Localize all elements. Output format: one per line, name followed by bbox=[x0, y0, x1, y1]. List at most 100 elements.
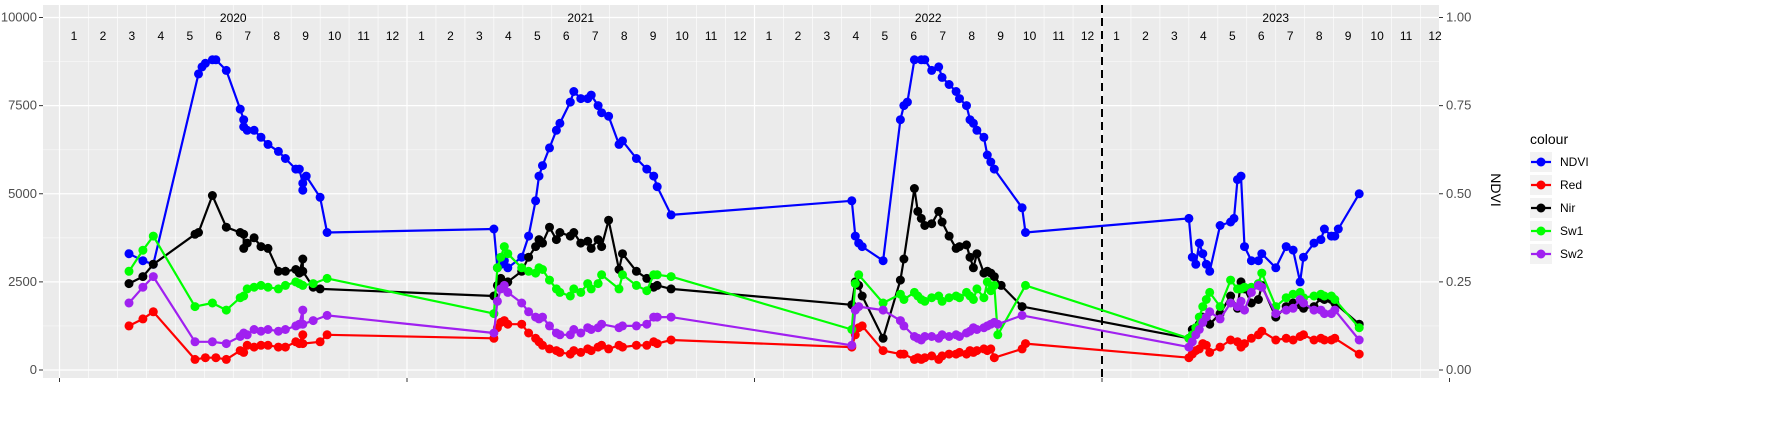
data-point-ndvi bbox=[1198, 249, 1208, 259]
data-point-sw1 bbox=[124, 266, 134, 276]
data-point-nir bbox=[124, 279, 134, 289]
data-point-nir bbox=[586, 243, 596, 253]
data-point-nir bbox=[531, 242, 541, 252]
data-point-sw1 bbox=[239, 291, 249, 301]
data-point-sw2 bbox=[138, 282, 148, 292]
data-point-ndvi bbox=[972, 125, 982, 135]
data-point-sw2 bbox=[1246, 287, 1256, 297]
data-point-ndvi bbox=[1354, 189, 1364, 199]
data-point-red bbox=[124, 321, 134, 331]
data-point-sw1 bbox=[298, 280, 308, 290]
data-point-sw2 bbox=[499, 280, 509, 290]
data-point-sw1 bbox=[899, 295, 909, 304]
data-point-ndvi bbox=[937, 72, 947, 82]
y-tick-label-left: 0 bbox=[30, 362, 37, 377]
data-point-red bbox=[517, 319, 527, 329]
data-point-ndvi bbox=[944, 80, 954, 89]
data-point-sw2 bbox=[576, 328, 586, 338]
data-point-sw1 bbox=[989, 280, 999, 290]
year-labels: 2020 2021 2022 2023 bbox=[220, 11, 1290, 25]
data-point-sw2 bbox=[1319, 309, 1329, 319]
legend-key-point bbox=[1536, 203, 1546, 213]
data-point-red bbox=[256, 340, 266, 350]
month-label: 7 bbox=[939, 29, 946, 43]
data-point-red bbox=[1201, 340, 1211, 350]
data-point-ndvi bbox=[194, 69, 203, 79]
data-point-sw2 bbox=[298, 305, 308, 315]
data-point-sw1 bbox=[499, 242, 509, 252]
data-point-ndvi bbox=[850, 231, 860, 241]
data-point-ndvi bbox=[1187, 252, 1197, 262]
legend-key-point bbox=[1536, 226, 1546, 236]
data-point-sw2 bbox=[538, 312, 547, 322]
month-label: 9 bbox=[997, 29, 1004, 43]
data-point-sw2 bbox=[221, 339, 231, 349]
data-point-sw1 bbox=[1354, 323, 1364, 333]
data-point-sw1 bbox=[190, 302, 200, 312]
data-point-sw2 bbox=[854, 302, 864, 312]
data-point-sw2 bbox=[1205, 307, 1215, 317]
data-point-ndvi bbox=[1201, 259, 1211, 269]
data-point-ndvi bbox=[555, 118, 565, 128]
data-point-nir bbox=[878, 333, 888, 343]
data-point-sw1 bbox=[576, 287, 586, 297]
legend-entry-ndvi: NDVI bbox=[1530, 152, 1589, 172]
data-point-ndvi bbox=[280, 154, 290, 163]
data-point-ndvi bbox=[545, 143, 554, 153]
data-point-ndvi bbox=[124, 249, 134, 259]
month-label: 6 bbox=[1258, 29, 1265, 43]
data-point-sw1 bbox=[666, 272, 676, 282]
data-point-red bbox=[604, 344, 614, 354]
data-point-sw2 bbox=[586, 325, 596, 334]
data-point-sw2 bbox=[652, 312, 662, 322]
data-point-red bbox=[1205, 347, 1215, 357]
legend-label-ndvi: NDVI bbox=[1560, 155, 1589, 169]
data-point-sw1 bbox=[538, 265, 547, 274]
data-point-sw2 bbox=[631, 321, 641, 331]
data-point-ndvi bbox=[666, 210, 676, 220]
data-point-nir bbox=[968, 263, 978, 273]
data-point-ndvi bbox=[902, 97, 912, 107]
data-point-nir bbox=[524, 252, 534, 262]
data-point-red bbox=[857, 321, 867, 331]
month-label: 10 bbox=[328, 29, 342, 43]
data-point-ndvi bbox=[294, 164, 304, 174]
data-point-nir bbox=[298, 254, 308, 264]
data-point-ndvi bbox=[1299, 252, 1308, 262]
data-point-red bbox=[1215, 342, 1225, 352]
data-point-red bbox=[1271, 335, 1281, 345]
data-point-red bbox=[322, 330, 332, 340]
data-point-sw2 bbox=[298, 319, 308, 329]
y-tick-label-right: 0.50 bbox=[1446, 186, 1471, 201]
data-point-sw1 bbox=[1201, 295, 1211, 304]
data-point-sw2 bbox=[1240, 305, 1249, 315]
data-point-sw1 bbox=[955, 293, 964, 303]
data-point-sw1 bbox=[1281, 293, 1291, 303]
data-point-nir bbox=[1253, 295, 1263, 304]
data-point-red bbox=[239, 347, 249, 357]
data-point-red bbox=[545, 344, 554, 354]
data-point-nir bbox=[273, 266, 283, 276]
data-point-ndvi bbox=[979, 132, 989, 142]
y-tick-label-left: 10000 bbox=[1, 10, 37, 25]
data-point-nir bbox=[604, 215, 614, 225]
data-point-sw1 bbox=[1309, 291, 1319, 301]
data-point-sw1 bbox=[256, 280, 266, 290]
data-point-sw1 bbox=[1215, 302, 1225, 312]
data-point-nir bbox=[642, 273, 652, 283]
data-point-ndvi bbox=[315, 192, 325, 202]
data-point-red bbox=[190, 354, 200, 364]
data-point-ndvi bbox=[982, 150, 992, 160]
y-axis-right-title: NDVI bbox=[1488, 173, 1504, 206]
data-point-sw1 bbox=[993, 330, 1003, 340]
data-point-red bbox=[652, 339, 662, 349]
data-point-sw2 bbox=[1354, 335, 1364, 345]
month-label: 11 bbox=[1400, 29, 1413, 43]
data-point-red bbox=[955, 347, 964, 357]
data-point-red bbox=[642, 340, 652, 350]
series-sw2 bbox=[124, 272, 1364, 352]
month-label: 4 bbox=[505, 29, 512, 43]
data-point-nir bbox=[148, 259, 158, 269]
data-point-red bbox=[298, 339, 308, 349]
data-point-ndvi bbox=[1319, 224, 1329, 234]
